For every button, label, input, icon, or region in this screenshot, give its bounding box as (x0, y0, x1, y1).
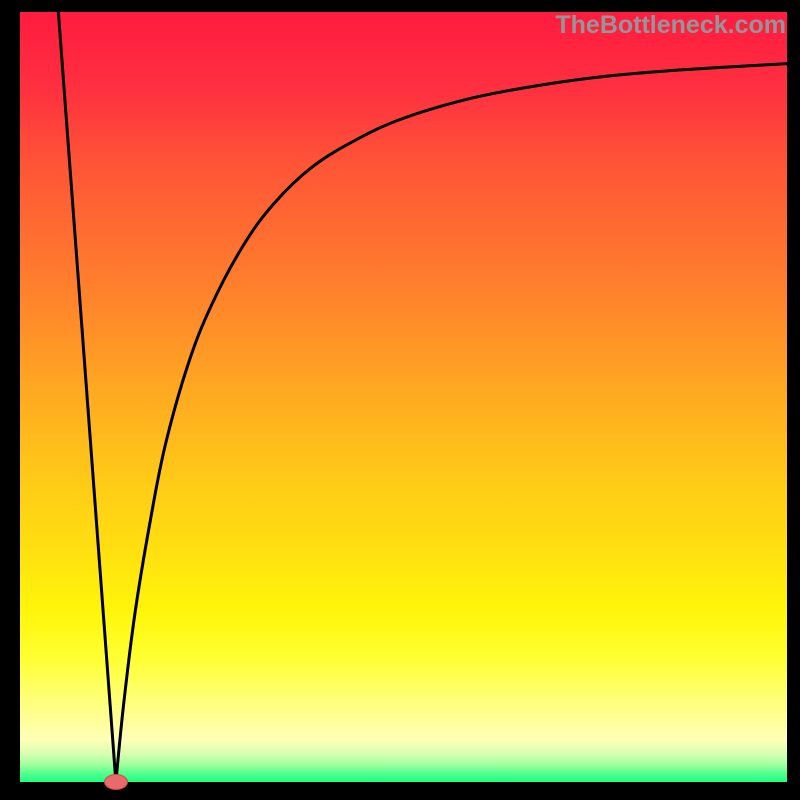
plot-area (20, 12, 787, 782)
chart-canvas: TheBottleneck.com (0, 0, 800, 800)
bottleneck-curve (58, 12, 787, 782)
curve-layer (20, 12, 787, 782)
minimum-marker (104, 774, 128, 790)
watermark-text: TheBottleneck.com (555, 11, 786, 40)
